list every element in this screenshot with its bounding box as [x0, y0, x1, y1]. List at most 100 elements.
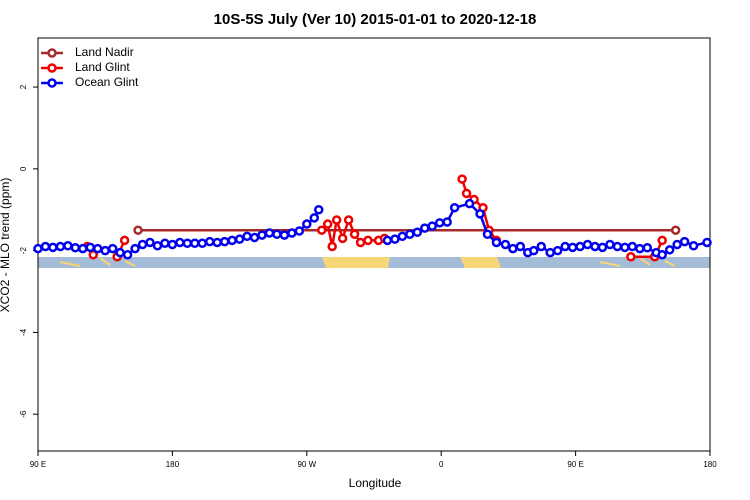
point	[390, 234, 400, 244]
x-tick-label: 0	[439, 460, 444, 469]
point	[294, 226, 305, 236]
point	[434, 218, 445, 228]
point	[552, 245, 563, 256]
legend-label: Land Nadir	[75, 45, 134, 59]
point	[657, 249, 667, 260]
point	[627, 241, 638, 252]
point	[287, 228, 297, 238]
point	[597, 242, 608, 253]
legend-marker	[47, 78, 57, 88]
point	[122, 249, 133, 260]
point	[657, 235, 667, 246]
point	[343, 215, 354, 225]
point	[100, 245, 110, 256]
point	[272, 229, 282, 240]
point	[560, 241, 570, 252]
point	[204, 236, 215, 247]
point	[219, 236, 230, 247]
point	[175, 237, 185, 248]
point	[190, 238, 200, 249]
chart-title: 10S-5S July (Ver 10) 2015-01-01 to 2020-…	[214, 11, 537, 28]
point	[40, 241, 51, 252]
point	[167, 239, 178, 250]
point	[234, 234, 245, 244]
legend-label: Land Glint	[75, 60, 130, 74]
point	[322, 219, 333, 229]
point	[327, 241, 337, 252]
point	[182, 238, 193, 249]
point	[119, 235, 130, 246]
point	[688, 240, 699, 251]
point	[664, 245, 675, 255]
point	[567, 242, 578, 253]
x-tick-label: 90 E	[30, 460, 46, 469]
point	[545, 247, 555, 258]
point	[78, 243, 88, 254]
point	[457, 174, 467, 184]
point	[133, 225, 143, 235]
legend-marker	[47, 48, 57, 58]
x-tick-label: 180	[166, 460, 180, 469]
point	[582, 239, 593, 250]
point	[642, 243, 653, 253]
point	[449, 202, 460, 213]
point	[33, 243, 43, 254]
point	[145, 237, 155, 248]
point	[670, 225, 681, 235]
point	[672, 239, 682, 250]
point	[313, 204, 324, 215]
point	[461, 188, 472, 199]
point	[464, 198, 475, 209]
point	[679, 236, 690, 247]
point	[491, 237, 502, 248]
point	[508, 243, 518, 254]
point	[55, 241, 66, 252]
legend-marker	[47, 63, 57, 73]
point	[316, 225, 327, 235]
point	[264, 228, 275, 238]
point	[363, 235, 373, 246]
point	[605, 239, 615, 250]
point	[420, 223, 430, 233]
point	[382, 235, 393, 246]
point	[227, 235, 237, 246]
point	[702, 237, 712, 248]
point	[529, 245, 539, 256]
point	[412, 227, 423, 237]
point	[212, 237, 222, 248]
point	[279, 230, 290, 240]
point	[242, 231, 252, 242]
point	[48, 242, 58, 253]
point	[575, 241, 585, 252]
y-tick-label: 2	[19, 84, 28, 89]
point	[500, 239, 511, 250]
land-patch	[460, 257, 501, 268]
x-tick-label: 180	[703, 460, 717, 469]
map-strip	[38, 257, 710, 268]
point	[92, 243, 103, 254]
point	[612, 241, 623, 252]
x-tick-label: 90 W	[297, 460, 316, 469]
point	[355, 237, 366, 248]
point	[620, 242, 630, 253]
point	[88, 249, 99, 260]
y-tick-label: -2	[19, 247, 28, 255]
point	[63, 240, 73, 251]
point	[427, 221, 437, 231]
land-patch	[322, 257, 390, 268]
point	[397, 231, 408, 242]
point	[405, 229, 415, 240]
point	[475, 209, 485, 219]
point	[635, 243, 645, 254]
point	[137, 239, 148, 250]
point	[515, 241, 526, 252]
point	[257, 230, 267, 240]
point	[249, 232, 260, 243]
point	[337, 233, 348, 244]
point	[442, 217, 452, 227]
x-axis-label: Longitude	[349, 476, 402, 490]
point	[302, 219, 312, 229]
point	[590, 241, 600, 252]
point	[197, 238, 208, 249]
